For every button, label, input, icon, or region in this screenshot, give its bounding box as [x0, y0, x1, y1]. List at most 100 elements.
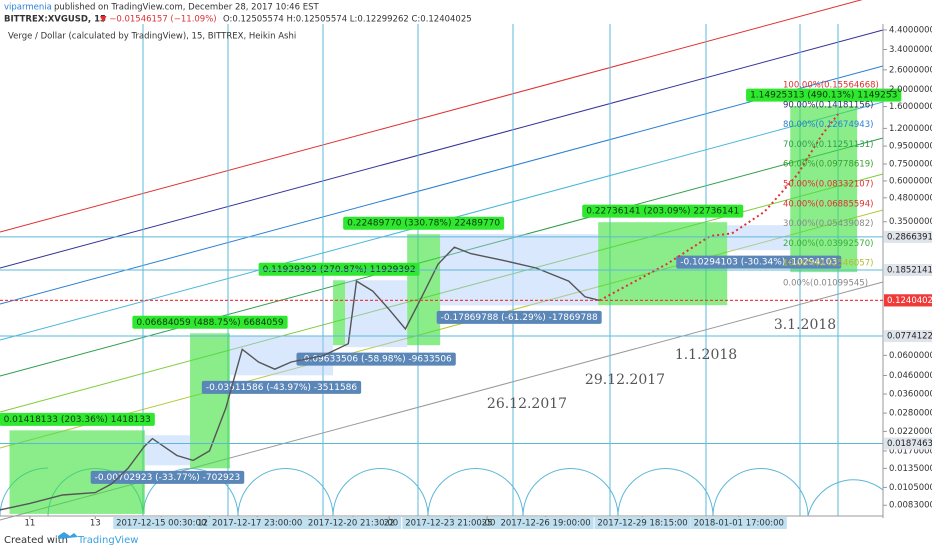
down-measure	[727, 225, 791, 251]
footer-brand[interactable]: TradingView	[77, 535, 138, 546]
price-label: 0.07741223	[887, 332, 932, 342]
published: published on TradingView.com, December 2…	[54, 3, 319, 13]
x-tick-bg	[305, 517, 402, 529]
price-label-bg	[884, 263, 932, 276]
measure-label-bg	[746, 88, 902, 102]
x-tick-label: 2017-12-23 21:00:00	[405, 519, 495, 529]
y-tick-label: 4.40000000	[889, 25, 932, 35]
measure-label: -0.00702923 (-33.77%) -702923	[95, 473, 241, 483]
x-tick-bg	[113, 517, 210, 529]
date-note: 26.12.2017	[487, 396, 567, 412]
price-label-bg	[884, 437, 932, 450]
price-label: 0.28663918	[887, 232, 932, 242]
y-tick-label: 3.40000000	[889, 45, 932, 55]
x-tick-bg	[209, 517, 306, 529]
measure-label: 0.22489770 (330.78%) 22489770	[347, 219, 500, 229]
y-tick-label: 0.60000000	[889, 176, 932, 186]
measure-label: 0.22736141 (203.09%) 22736141	[586, 207, 739, 217]
measure-label: 1.14925313 (490.13%) 1149253	[750, 91, 897, 101]
x-tick-label: 2017-12-15 00:30:00	[116, 519, 206, 529]
up-measure	[333, 280, 346, 346]
y-tick-label: 1.60000000	[889, 102, 932, 112]
price-label-bg	[884, 294, 932, 307]
measure-label-bg	[0, 412, 155, 426]
price-line	[0, 246, 600, 511]
footer-created: Created with	[4, 535, 68, 546]
measure-label: -0.17869788 (-61.29%) -17869788	[441, 313, 598, 323]
date-note: 29.12.2017	[585, 372, 665, 388]
y-tick-label: 2.60000000	[889, 65, 932, 75]
measure-label-bg	[90, 470, 245, 484]
ohlc: O:0.12505574 H:0.12505574 L:0.12299262 C…	[223, 15, 472, 25]
x-tick-label: 22	[384, 519, 395, 529]
x-tick-bg	[402, 517, 499, 529]
x-tick-label: 2017-12-20 21:30:00	[308, 519, 398, 529]
x-tick-label: 2017-12-29 18:15:00	[597, 519, 687, 529]
down-measure	[345, 280, 408, 348]
x-tick-bg	[594, 517, 691, 529]
y-tick-label: 0.01700000	[889, 446, 932, 456]
x-tick-label: 11	[25, 519, 36, 529]
y-tick-label: 1.20000000	[889, 124, 932, 134]
measure-label-bg	[132, 315, 288, 329]
price-label: 0.12404025	[887, 296, 932, 306]
fib-level: 40.00%(0.06885594)	[783, 199, 873, 209]
fib-level: 80.00%(0.12674943)	[783, 120, 873, 130]
y-tick-label: 0.06000000	[889, 351, 932, 361]
y-tick-label: 0.03600000	[889, 390, 932, 400]
date-note: 3.1.2018	[774, 317, 836, 333]
measure-label-bg	[258, 262, 420, 276]
measure-label-bg	[676, 255, 842, 269]
price-label-bg	[884, 330, 932, 343]
measure-label: -0.10294103 (-30.34%) -10294103	[680, 258, 837, 268]
fib-level: 20.00%(0.03992570)	[783, 239, 873, 249]
measure-label-bg	[582, 204, 744, 218]
measure-label: 0.01418133 (203.36%) 1418133	[4, 415, 151, 425]
fib-level: 10.00%(0.02546057)	[783, 259, 873, 269]
x-tick-label: 2018-01-01 17:00:00	[694, 519, 784, 529]
y-tick-label: 0.75000000	[889, 160, 932, 170]
y-tick-label: 0.02800000	[889, 409, 932, 419]
measure-label: 0.06684059 (488.75%) 6684059	[136, 318, 284, 328]
x-tick-label: 25	[482, 519, 493, 529]
fib-level: 30.00%(0.05439082)	[783, 219, 873, 229]
y-tick-label: 0.95000000	[889, 142, 932, 152]
y-tick-label: 0.00830000	[889, 501, 932, 511]
up-measure	[407, 234, 441, 346]
price-label-bg	[884, 230, 932, 243]
down-measure	[144, 435, 191, 466]
chart-title: Verge / Dollar (calculated by TradingVie…	[8, 32, 296, 42]
x-tick-label: 2017-12-26 19:00:00	[500, 519, 590, 529]
measures	[9, 106, 858, 514]
y-tick-label: 0.35000000	[889, 217, 932, 227]
fib-level: 50.00%(0.08332107)	[783, 180, 873, 190]
author[interactable]: viparmenia	[4, 3, 52, 13]
change: ▼ −0.01546157 (−11.09%)	[100, 15, 217, 25]
y-tick-label: 0.48000000	[889, 193, 932, 203]
measure-label: -0.03511586 (-43.97%) -3511586	[206, 383, 358, 393]
measure-label-bg	[201, 380, 362, 394]
fib-level: 60.00%(0.09778619)	[783, 160, 873, 170]
y-tick-label: 0.02200000	[889, 427, 932, 437]
fib-level: 100.00%(0.15564668)	[783, 81, 879, 91]
measure-label-bg	[296, 352, 456, 366]
y-tick-label: 2.00000000	[889, 85, 932, 95]
symbol: BITTREX:XVGUSD, 15	[4, 15, 106, 25]
fib-level: 70.00%(0.11251131)	[783, 140, 873, 150]
x-tick-bg	[690, 517, 787, 529]
up-measure	[790, 106, 858, 273]
date-note: 1.1.2018	[675, 347, 737, 363]
y-tick-label: 0.01050000	[889, 483, 932, 493]
measure-label-bg	[436, 310, 602, 324]
logo	[58, 532, 78, 539]
measure-label: -0.09633506 (-58.98%) -9633506	[300, 355, 452, 365]
measure-label-bg	[343, 216, 505, 230]
x-tick-label: 2017-12-17 23:00:00	[212, 519, 302, 529]
fib-level: 0.00%(0.01099545)	[783, 279, 868, 289]
y-tick-label: 0.01350000	[889, 464, 932, 474]
x-tick-label: 13	[90, 519, 101, 529]
x-tick-bg	[497, 517, 594, 529]
up-measure	[190, 333, 230, 469]
